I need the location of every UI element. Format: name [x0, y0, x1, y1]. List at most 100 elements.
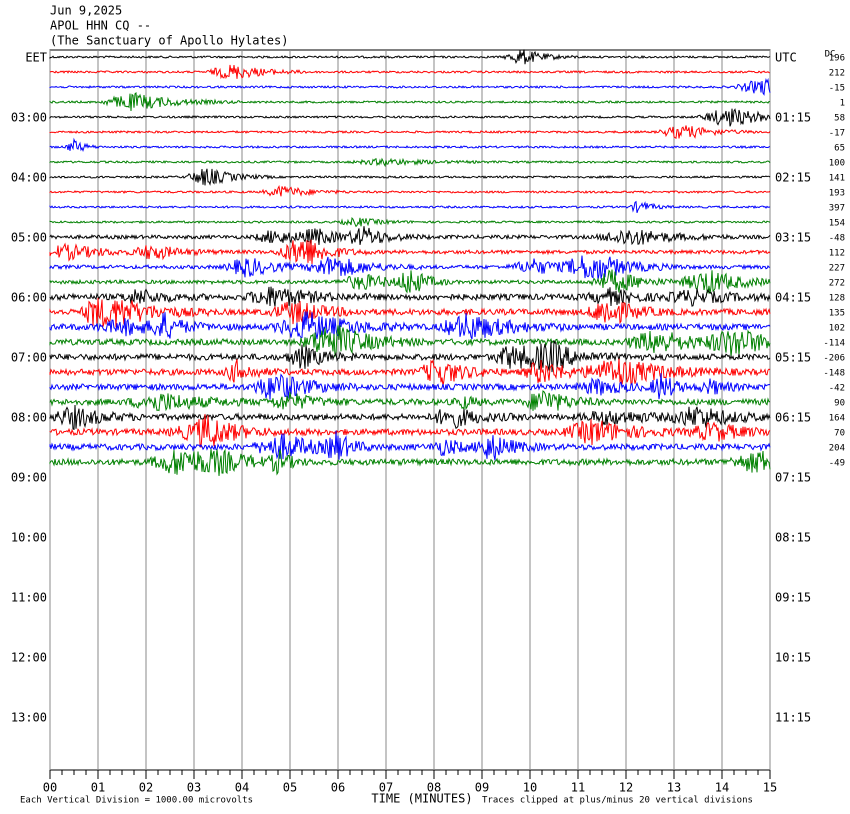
right-time-label: 11:15 — [775, 711, 811, 725]
x-tick-label: 00 — [43, 781, 57, 795]
trace — [49, 200, 771, 213]
right-time-label: 08:15 — [775, 531, 811, 545]
trace — [49, 77, 771, 96]
right-time-label: 09:15 — [775, 591, 811, 605]
dc-offset: 204 — [829, 444, 845, 454]
x-tick-label: 10 — [523, 781, 537, 795]
x-tick-label: 02 — [139, 781, 153, 795]
left-time-label: 03:00 — [11, 111, 47, 125]
clip-note: Traces clipped at plus/minus 20 vertical… — [482, 796, 753, 806]
left-time-label: 06:00 — [11, 291, 47, 305]
dc-offset: 102 — [829, 324, 845, 334]
dc-offset: 65 — [834, 144, 845, 154]
dc-offset: 227 — [829, 264, 845, 274]
trace — [49, 64, 771, 80]
trace — [49, 157, 771, 168]
trace — [49, 430, 771, 461]
trace — [49, 168, 771, 186]
left-time-label: 11:00 — [11, 591, 47, 605]
x-tick-label: 08 — [427, 781, 441, 795]
x-tick-label: 06 — [331, 781, 345, 795]
left-time-label: 07:00 — [11, 351, 47, 365]
trace — [49, 373, 771, 400]
x-tick-label: 04 — [235, 781, 249, 795]
dc-offset: 164 — [829, 414, 845, 424]
right-time-label: 06:15 — [775, 411, 811, 425]
dc-offset: -17 — [829, 129, 845, 139]
left-time-label: 08:00 — [11, 411, 47, 425]
trace — [49, 311, 771, 340]
dc-offset: 128 — [829, 294, 845, 304]
dc-offset: 212 — [829, 69, 845, 79]
trace — [49, 325, 771, 358]
trace — [49, 340, 771, 373]
dc-offset: 397 — [829, 204, 845, 214]
trace — [49, 137, 771, 153]
left-time-label: EET — [25, 51, 47, 65]
left-time-label: 05:00 — [11, 231, 47, 245]
right-time-label: 04:15 — [775, 291, 811, 305]
trace — [49, 404, 771, 430]
trace — [49, 390, 771, 412]
x-tick-label: 03 — [187, 781, 201, 795]
trace — [49, 239, 771, 265]
left-time-label: 10:00 — [11, 531, 47, 545]
dc-offset: -49 — [829, 459, 845, 469]
trace — [49, 49, 771, 65]
dc-offset: 193 — [829, 189, 845, 199]
dc-offset: -148 — [823, 369, 845, 379]
x-axis-label: TIME (MINUTES) — [371, 792, 472, 806]
dc-offset: 196 — [829, 54, 845, 64]
x-tick-label: 13 — [667, 781, 681, 795]
dc-offset: 90 — [834, 399, 845, 409]
x-tick-label: 09 — [475, 781, 489, 795]
right-time-label: 10:15 — [775, 651, 811, 665]
trace — [49, 216, 771, 228]
right-time-label: UTC — [775, 51, 797, 65]
trace — [49, 108, 771, 127]
dc-offset: -206 — [823, 354, 845, 364]
right-time-label: 02:15 — [775, 171, 811, 185]
dc-offset: -42 — [829, 384, 845, 394]
right-time-label: 07:15 — [775, 471, 811, 485]
dc-offset: -48 — [829, 234, 845, 244]
date: Jun 9,2025 — [50, 4, 122, 18]
right-time-label: 01:15 — [775, 111, 811, 125]
trace — [49, 255, 771, 280]
dc-offset: -15 — [829, 84, 845, 94]
trace — [49, 185, 771, 197]
scale-note: Each Vertical Division = 1000.00 microvo… — [20, 796, 253, 806]
trace — [49, 226, 771, 246]
dc-offset: 100 — [829, 159, 845, 169]
left-time-label: 09:00 — [11, 471, 47, 485]
dc-offset: -114 — [823, 339, 845, 349]
x-tick-label: 01 — [91, 781, 105, 795]
x-tick-label: 07 — [379, 781, 393, 795]
dc-offset: 1 — [840, 99, 845, 109]
trace — [49, 297, 771, 328]
left-time-label: 13:00 — [11, 711, 47, 725]
right-time-label: 03:15 — [775, 231, 811, 245]
site: (The Sanctuary of Apollo Hylates) — [50, 34, 288, 48]
station: APOL HHN CQ -- — [50, 19, 151, 33]
dc-offset: 112 — [829, 249, 845, 259]
dc-offset: 135 — [829, 309, 845, 319]
x-tick-label: 12 — [619, 781, 633, 795]
x-tick-label: 11 — [571, 781, 585, 795]
trace — [49, 269, 771, 295]
dc-offset: 58 — [834, 114, 845, 124]
x-tick-label: 14 — [715, 781, 729, 795]
trace — [49, 414, 771, 448]
trace — [49, 92, 771, 112]
dc-offset: 70 — [834, 429, 845, 439]
trace — [49, 358, 771, 386]
x-tick-label: 15 — [763, 781, 777, 795]
x-tick-label: 05 — [283, 781, 297, 795]
dc-offset: 272 — [829, 279, 845, 289]
trace — [49, 448, 771, 476]
right-time-label: 05:15 — [775, 351, 811, 365]
trace — [49, 125, 771, 140]
trace — [49, 286, 771, 307]
dc-offset: 141 — [829, 174, 845, 184]
